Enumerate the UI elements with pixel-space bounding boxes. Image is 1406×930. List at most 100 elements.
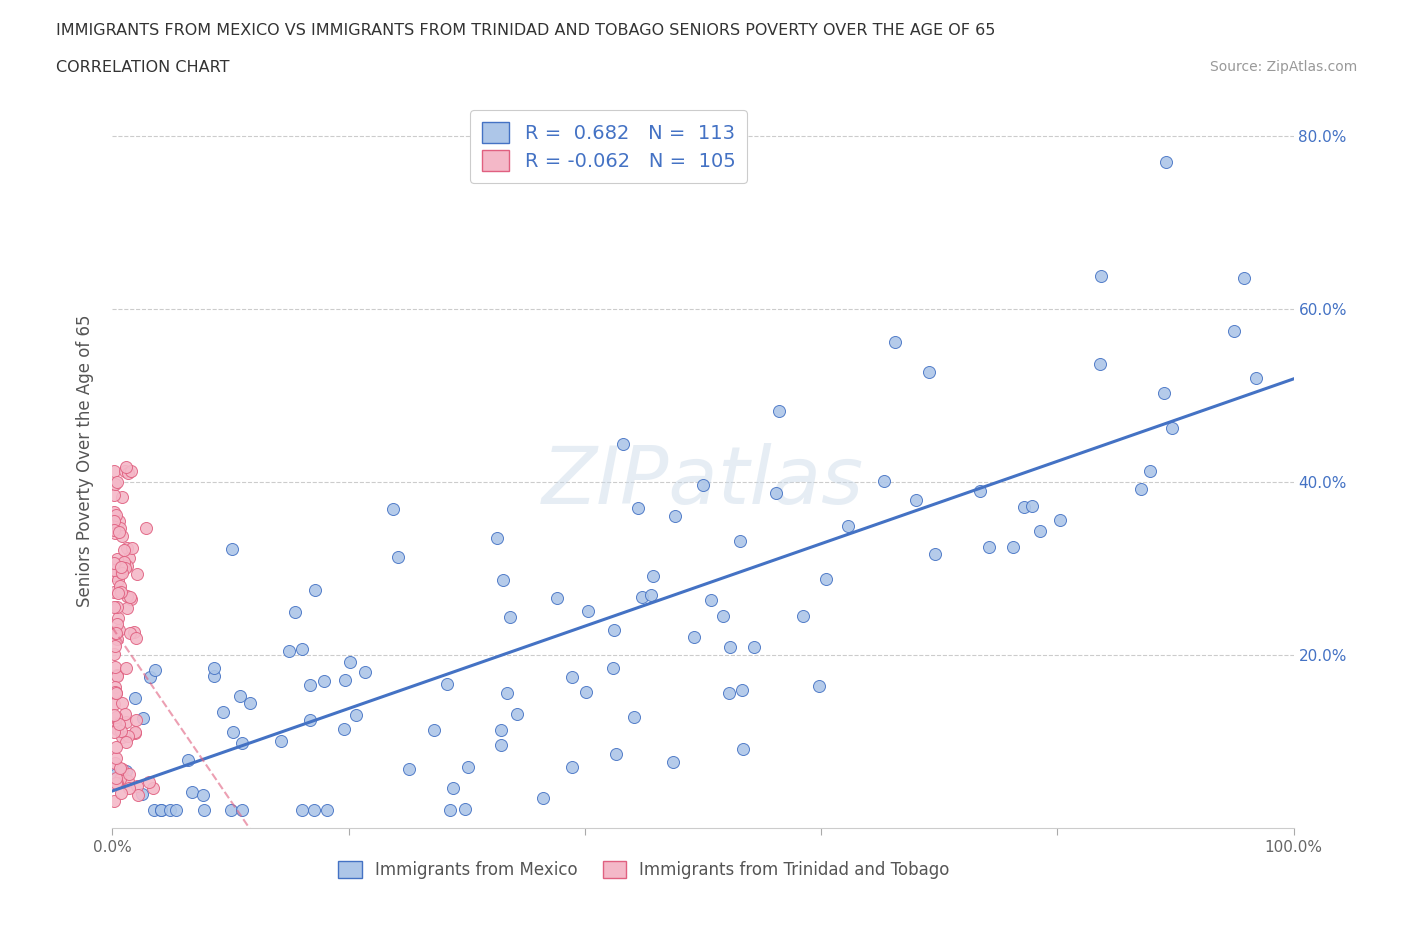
Point	[626, 500, 648, 515]
Point	[1244, 371, 1267, 386]
Point	[114, 463, 136, 478]
Point	[808, 678, 831, 693]
Point	[105, 508, 128, 523]
Point	[105, 770, 128, 785]
Point	[104, 684, 127, 699]
Point	[103, 567, 125, 582]
Point	[114, 707, 136, 722]
Point	[454, 801, 477, 816]
Point	[177, 752, 200, 767]
Point	[103, 793, 125, 808]
Point	[103, 476, 125, 491]
Point	[561, 760, 583, 775]
Point	[918, 365, 941, 379]
Point	[135, 521, 157, 536]
Point	[700, 593, 723, 608]
Point	[111, 490, 134, 505]
Point	[105, 751, 128, 765]
Point	[605, 746, 627, 761]
Point	[124, 690, 146, 705]
Point	[742, 640, 765, 655]
Point	[575, 684, 598, 699]
Point	[108, 761, 131, 776]
Point	[143, 662, 166, 677]
Point	[115, 601, 138, 616]
Point	[104, 525, 127, 540]
Point	[728, 534, 751, 549]
Point	[387, 550, 409, 565]
Point	[149, 803, 172, 817]
Text: CORRELATION CHART: CORRELATION CHART	[56, 60, 229, 75]
Point	[499, 610, 522, 625]
Point	[489, 723, 512, 737]
Point	[121, 541, 143, 556]
Point	[612, 436, 634, 451]
Point	[114, 459, 136, 474]
Point	[104, 718, 127, 733]
Point	[104, 685, 127, 700]
Point	[1233, 271, 1256, 286]
Point	[104, 756, 127, 771]
Text: ZIPatlas: ZIPatlas	[541, 444, 865, 522]
Point	[105, 766, 128, 781]
Point	[219, 803, 242, 817]
Point	[110, 724, 132, 739]
Point	[1222, 324, 1244, 339]
Point	[304, 582, 326, 597]
Point	[284, 604, 307, 619]
Point	[115, 589, 138, 604]
Point	[576, 604, 599, 618]
Point	[486, 530, 509, 545]
Point	[631, 590, 654, 604]
Point	[335, 672, 357, 687]
Point	[662, 755, 685, 770]
Point	[103, 600, 125, 615]
Point	[291, 641, 314, 656]
Point	[1130, 482, 1153, 497]
Point	[105, 617, 128, 631]
Point	[103, 724, 125, 739]
Point	[115, 540, 138, 555]
Point	[124, 724, 146, 739]
Text: Source: ZipAtlas.com: Source: ZipAtlas.com	[1209, 60, 1357, 74]
Point	[112, 543, 135, 558]
Point	[115, 559, 138, 574]
Point	[103, 646, 125, 661]
Point	[118, 780, 141, 795]
Point	[105, 632, 128, 647]
Point	[104, 567, 127, 582]
Point	[138, 775, 160, 790]
Point	[905, 493, 928, 508]
Point	[107, 513, 129, 528]
Point	[312, 673, 335, 688]
Point	[561, 670, 583, 684]
Point	[125, 712, 148, 727]
Point	[1160, 421, 1182, 436]
Point	[103, 625, 125, 640]
Point	[107, 610, 129, 625]
Point	[104, 739, 127, 754]
Point	[441, 780, 464, 795]
Point	[1090, 357, 1112, 372]
Point	[682, 630, 704, 644]
Point	[103, 504, 125, 519]
Point	[131, 711, 153, 725]
Point	[103, 464, 125, 479]
Point	[191, 787, 214, 802]
Point	[122, 624, 145, 639]
Point	[108, 521, 131, 536]
Point	[344, 708, 367, 723]
Point	[107, 586, 129, 601]
Point	[105, 669, 128, 684]
Point	[110, 696, 132, 711]
Point	[110, 730, 132, 745]
Point	[221, 724, 243, 739]
Point	[623, 710, 645, 724]
Point	[159, 803, 181, 817]
Point	[299, 678, 322, 693]
Point	[277, 644, 299, 658]
Point	[111, 762, 134, 777]
Point	[382, 501, 405, 516]
Point	[603, 623, 626, 638]
Point	[231, 736, 253, 751]
